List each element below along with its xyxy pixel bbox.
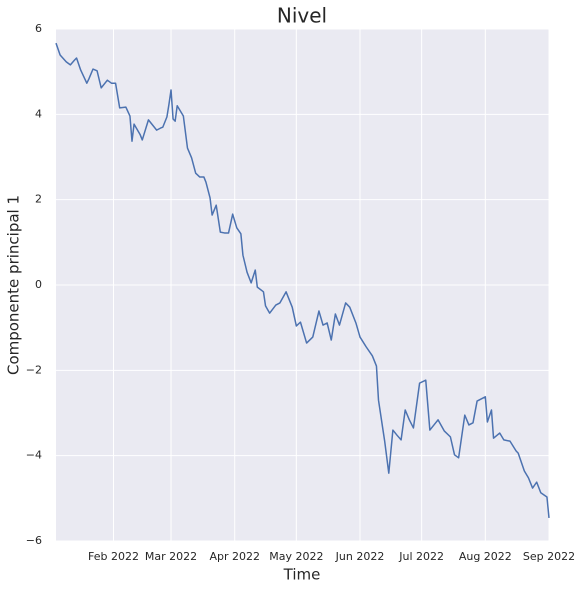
y-tick-label: −6 xyxy=(26,534,42,547)
y-tick-label: 2 xyxy=(35,193,42,206)
x-tick-label: Jun 2022 xyxy=(335,550,385,563)
x-axis-label: Time xyxy=(283,566,321,584)
line xyxy=(55,42,550,519)
y-tick-label: −2 xyxy=(26,363,42,376)
y-axis-label: Componente principal 1 xyxy=(5,195,23,375)
y-tick-label: −4 xyxy=(26,449,42,462)
x-tick-label: Apr 2022 xyxy=(209,550,260,563)
chart-title: Nivel xyxy=(277,4,327,28)
x-tick-label: Aug 2022 xyxy=(459,550,512,563)
x-tick-label: Mar 2022 xyxy=(145,550,197,563)
x-tick-label: May 2022 xyxy=(269,550,323,563)
x-tick-label: Feb 2022 xyxy=(88,550,139,563)
x-tick-label: Sep 2022 xyxy=(523,550,575,563)
y-tick-label: 4 xyxy=(35,107,42,120)
y-tick-label: 0 xyxy=(35,278,42,291)
x-tick-label: Jul 2022 xyxy=(398,550,444,563)
y-tick-label: 6 xyxy=(35,22,42,35)
